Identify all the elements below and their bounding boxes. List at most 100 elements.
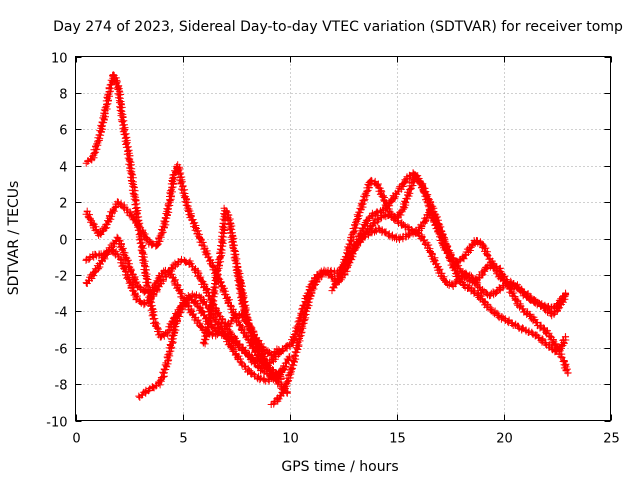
y-tick-label: -2: [55, 270, 68, 285]
data-point-cluster: [487, 305, 501, 318]
data-point-cluster: [238, 360, 255, 376]
data-point-cluster: [82, 207, 97, 227]
data-point-cluster: [328, 275, 342, 295]
data-point-cluster: [163, 339, 177, 365]
data-point-cluster: [300, 290, 315, 322]
data-point-cluster: [358, 216, 372, 233]
data-point-cluster: [218, 329, 230, 341]
y-tick-label: 2: [59, 197, 67, 212]
data-point-cluster: [396, 175, 411, 191]
data-point-cluster: [459, 245, 472, 263]
series-arc-8: [350, 205, 570, 320]
data-point-cluster: [191, 314, 205, 331]
x-tick-label: 0: [72, 432, 80, 447]
data-point-cluster: [94, 109, 109, 142]
data-point-cluster: [185, 257, 202, 276]
data-point-cluster: [426, 205, 442, 232]
data-point-cluster: [127, 211, 141, 227]
data-point-cluster: [475, 264, 489, 282]
data-point-cluster: [124, 152, 140, 204]
data-point-cluster: [118, 117, 134, 160]
data-point-cluster: [402, 229, 414, 241]
data-point-cluster: [120, 251, 135, 274]
y-tick-label: 0: [59, 234, 67, 249]
data-point-cluster: [196, 293, 212, 312]
data-point-cluster: [117, 255, 134, 283]
data-point-cluster: [293, 313, 309, 349]
axis-ticks: -10 -8 -6 -4 -2 0 2 4 6 8 10 0 5 10 15 20 25: [46, 52, 620, 447]
data-point-cluster: [490, 265, 506, 281]
y-tick-label: 6: [59, 124, 67, 139]
data-point-cluster: [224, 332, 237, 345]
series-arc-3: [82, 233, 291, 397]
y-axis-label: SDTVAR / TECUs: [6, 181, 22, 296]
x-tick-label: 20: [496, 432, 513, 447]
data-point-cluster: [281, 366, 295, 391]
data-point-cluster: [268, 369, 280, 380]
data-point-cluster: [194, 269, 210, 292]
series-arc-7: [328, 171, 572, 377]
data-point-cluster: [185, 207, 200, 231]
data-point-cluster: [165, 171, 178, 207]
data-point-cluster: [530, 296, 542, 307]
data-point-cluster: [114, 84, 127, 124]
data-point-cluster: [546, 333, 561, 351]
data-point-cluster: [282, 340, 294, 352]
y-tick-label: 8: [59, 88, 67, 103]
data-point-cluster: [559, 357, 572, 377]
y-tick-label: -6: [55, 343, 68, 358]
data-point: [275, 346, 283, 354]
data-point-cluster: [125, 276, 141, 304]
y-tick-label: -10: [46, 416, 67, 431]
data-point-cluster: [484, 252, 498, 272]
x-tick-label: 10: [282, 432, 299, 447]
data-point-cluster: [494, 311, 506, 323]
data-point-cluster: [173, 161, 187, 191]
data-point-cluster: [225, 216, 238, 250]
data-point-cluster: [274, 385, 289, 403]
data-point: [564, 369, 572, 377]
x-tick-label: 15: [389, 432, 406, 447]
chart-title: Day 274 of 2023, Sidereal Day-to-day VTE…: [53, 19, 623, 35]
y-tick-label: -4: [55, 306, 68, 321]
data-point-cluster: [191, 224, 208, 250]
data-point-cluster: [203, 298, 217, 331]
data-point: [277, 375, 285, 383]
data-point-cluster: [82, 271, 96, 287]
x-tick-label: 25: [603, 432, 620, 447]
data-point-cluster: [137, 243, 153, 293]
data-point-cluster: [279, 353, 293, 374]
data-point-cluster: [217, 279, 233, 307]
data-point-cluster: [220, 204, 234, 223]
data-point-cluster: [95, 224, 109, 239]
data-point-cluster: [101, 209, 116, 232]
data-point-cluster: [287, 341, 303, 373]
data-point-cluster: [89, 262, 103, 280]
data-point-cluster: [88, 136, 103, 163]
data-point-cluster: [100, 87, 114, 115]
data-point-cluster: [188, 290, 203, 301]
data-point-cluster: [554, 292, 569, 312]
data-point-cluster: [267, 345, 282, 360]
data-point-cluster: [140, 230, 154, 248]
data-point-cluster: [553, 344, 568, 364]
plot-frame: [75, 56, 611, 421]
y-tick-label: -8: [55, 379, 68, 394]
grid: [75, 56, 611, 421]
series-arc-10: [233, 266, 285, 383]
data-point-cluster: [229, 347, 245, 366]
data-point-cluster: [171, 302, 186, 326]
data-point-cluster: [191, 299, 205, 314]
data-point-cluster: [167, 319, 181, 346]
data-point: [562, 291, 570, 299]
data-point-cluster: [389, 184, 405, 201]
data-point-cluster: [435, 266, 450, 286]
data-point-cluster: [347, 214, 362, 242]
data-point-cluster: [208, 271, 222, 307]
data-point-cluster: [432, 225, 448, 249]
data-point-cluster: [353, 196, 368, 220]
x-axis-label: GPS time / hours: [281, 459, 398, 475]
data-point-cluster: [307, 274, 321, 297]
data-point-cluster: [127, 267, 142, 290]
